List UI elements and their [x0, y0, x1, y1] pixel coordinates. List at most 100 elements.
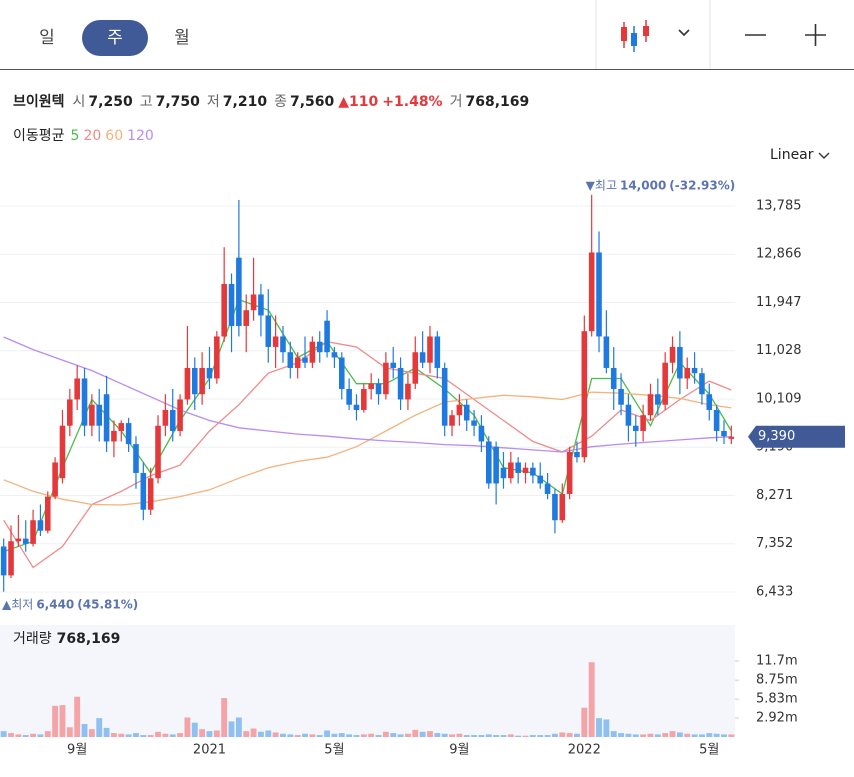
candle-body — [133, 444, 139, 473]
volume-bar — [449, 734, 455, 737]
volume-bar — [191, 722, 198, 737]
x-tick-label: 5월 — [699, 743, 719, 758]
candle-body — [169, 409, 176, 431]
y-tick-label: 11,028 — [756, 343, 802, 358]
volume-bar — [647, 733, 654, 737]
tab-selected-bg — [82, 20, 148, 56]
volume-bar — [566, 733, 573, 737]
volume-bar — [427, 731, 433, 737]
candle-body — [177, 399, 183, 431]
volume-bar — [662, 733, 669, 737]
candle-body — [618, 388, 624, 405]
volume-bar — [691, 734, 698, 737]
volume-bar — [228, 721, 235, 737]
volume-bar — [0, 731, 7, 737]
volume-bar — [15, 734, 22, 737]
candle-body — [103, 394, 110, 442]
scale-select[interactable]: Linear — [770, 147, 814, 163]
candle-body — [361, 388, 367, 410]
moving-average — [3, 336, 732, 453]
candle-body — [662, 362, 668, 405]
volume-bar — [669, 731, 676, 737]
candle-body — [471, 420, 477, 426]
scale-chevron[interactable] — [818, 152, 830, 159]
moving-average — [3, 298, 732, 553]
candle-body — [456, 404, 463, 416]
volume-tick-label: 8.75m — [756, 673, 798, 688]
high_note: ▼최고 14,000 (-32.93%) — [586, 178, 736, 192]
candle-body — [184, 367, 191, 400]
candle-body — [449, 415, 455, 426]
tab[interactable]: 일 — [39, 28, 55, 48]
volume-bar — [728, 734, 735, 737]
stock-name: 브이원텍 — [13, 93, 65, 110]
volume-bar — [529, 735, 536, 737]
candle-body — [632, 425, 639, 431]
candle-body — [96, 404, 103, 426]
volume-bar — [596, 718, 602, 737]
ma-legend-item: 5 — [71, 128, 80, 144]
candle-body — [30, 520, 36, 544]
volume-bar — [206, 731, 213, 737]
volume-bar — [316, 735, 323, 737]
candle-body — [500, 467, 507, 479]
candle-body — [412, 352, 419, 384]
tab[interactable]: 주 — [107, 28, 123, 48]
price-tag-bg — [748, 425, 845, 448]
candle-body — [338, 357, 345, 389]
volume-bar — [456, 733, 463, 737]
candle-body — [478, 425, 485, 442]
volume-bar — [243, 731, 250, 737]
candle-icon[interactable] — [621, 20, 649, 52]
volume-bar — [574, 733, 580, 737]
candle-body — [162, 409, 169, 426]
volume-bar — [640, 734, 647, 737]
volume-bar — [162, 733, 169, 737]
candle-body — [574, 451, 580, 458]
candle-body — [272, 336, 279, 347]
volume-bar — [522, 735, 529, 737]
candle-body — [515, 462, 521, 473]
candle-body — [236, 257, 242, 326]
volume-bar — [375, 735, 382, 737]
candle-body — [552, 493, 558, 521]
volume-bar — [235, 717, 242, 737]
candle-body — [699, 373, 705, 395]
candle-body — [588, 252, 595, 332]
candle-body — [214, 336, 220, 379]
candle-body — [485, 441, 492, 484]
tab[interactable]: 월 — [174, 28, 190, 48]
x-tick-label: 9월 — [449, 743, 469, 758]
x-tick-label: 5월 — [324, 743, 344, 758]
volume-bar — [272, 732, 279, 737]
candle-body — [434, 336, 441, 368]
y-tick-label: 10,109 — [756, 391, 802, 406]
volume-bar — [368, 733, 375, 737]
volume-bar — [37, 734, 44, 737]
volume-bar — [155, 731, 161, 737]
x-tick-label: 2021 — [193, 743, 226, 758]
candle-body — [728, 436, 735, 439]
low_note-prefix: ▲최저 — [2, 597, 33, 611]
volume-bar — [471, 735, 478, 737]
candle-body — [684, 367, 691, 379]
volume-bar — [59, 705, 66, 737]
volume-bar — [302, 733, 308, 737]
candle-body — [258, 294, 264, 316]
moving-average — [3, 391, 732, 506]
dropdown-chevron[interactable] — [678, 29, 690, 37]
candle-body — [309, 341, 316, 363]
y-tick-label: 7,352 — [756, 536, 793, 551]
candle-body — [331, 352, 338, 358]
volume-bar — [559, 732, 566, 737]
candle-body — [419, 352, 426, 363]
candle-body — [287, 352, 294, 368]
candle-body — [677, 346, 683, 379]
candle-body — [383, 362, 389, 395]
volume-bar — [133, 733, 139, 737]
low_note-change: (45.81%) — [77, 597, 138, 611]
volume-bar — [324, 730, 331, 737]
zoom-in[interactable] — [805, 24, 826, 46]
volume-bar — [581, 707, 588, 737]
volume-bar — [199, 729, 206, 737]
